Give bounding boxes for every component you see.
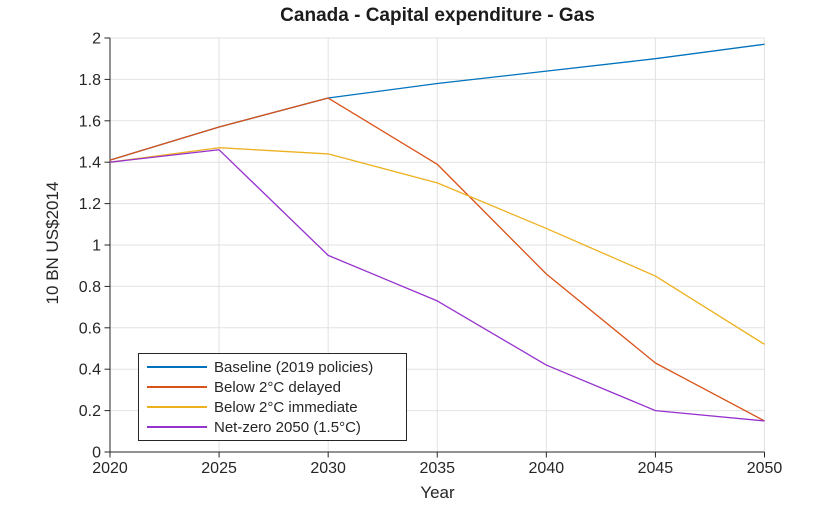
y-tick-label: 0.6 (79, 320, 101, 337)
x-tick-label: 2020 (92, 460, 128, 477)
y-tick-label: 1.6 (79, 113, 101, 130)
x-tick-label: 2040 (529, 460, 565, 477)
legend-box: Baseline (2019 policies) Below 2°C delaye… (138, 353, 407, 441)
legend-swatch-3 (147, 426, 207, 428)
x-tick-label: 2050 (747, 460, 783, 477)
x-tick-label: 2035 (419, 460, 455, 477)
y-tick-label: 1.4 (79, 155, 101, 172)
legend-label-3: Net-zero 2050 (1.5°C) (214, 418, 361, 436)
legend-item-1: Below 2°C delayed (139, 378, 406, 397)
x-tick-label: 2045 (638, 460, 674, 477)
y-tick-label: 2 (92, 31, 101, 48)
y-tick-label: 1.2 (79, 196, 101, 213)
x-tick-label: 2025 (201, 460, 237, 477)
series-line-1 (109, 97, 765, 422)
y-tick-label: 0.8 (79, 279, 101, 296)
series-line-3 (109, 149, 765, 422)
y-tick-label: 0.4 (79, 362, 101, 379)
legend-swatch-0 (147, 366, 207, 368)
legend-item-3: Net-zero 2050 (1.5°C) (139, 418, 406, 437)
legend-item-0: Baseline (2019 policies) (139, 358, 406, 377)
x-axis-label: Year (420, 483, 455, 502)
legend-label-0: Baseline (2019 policies) (214, 358, 374, 376)
legend-label-2: Below 2°C immediate (214, 398, 358, 416)
legend-swatch-1 (147, 386, 207, 388)
chart-title: Canada - Capital expenditure - Gas (280, 5, 595, 26)
legend-label-1: Below 2°C delayed (214, 378, 341, 396)
y-tick-label: 0 (92, 445, 101, 462)
y-tick-label: 1 (92, 238, 101, 255)
y-tick-label: 1.8 (79, 72, 101, 89)
x-tick-label: 2030 (310, 460, 346, 477)
legend-item-2: Below 2°C immediate (139, 398, 406, 417)
legend-swatch-2 (147, 406, 207, 408)
y-axis-label: 10 BN US$2014 (43, 181, 62, 305)
series-line-2 (109, 147, 765, 345)
y-tick-label: 0.2 (79, 403, 101, 420)
